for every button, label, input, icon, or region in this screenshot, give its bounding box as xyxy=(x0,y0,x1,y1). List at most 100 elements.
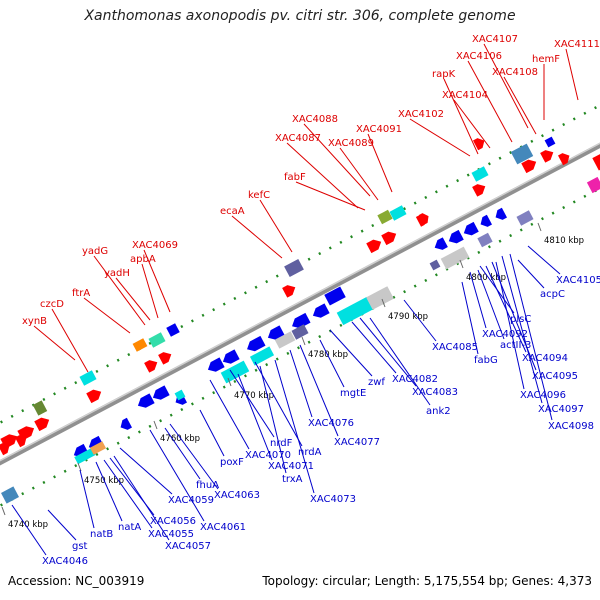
gene-label: ecaA xyxy=(220,206,245,217)
gene-label: plsC xyxy=(510,314,531,325)
gene-label-leader xyxy=(274,359,315,494)
gene-label-leader xyxy=(259,199,293,253)
forward-gene xyxy=(15,435,27,448)
gene-label: trxA xyxy=(282,474,303,485)
gene-label: XAC4046 xyxy=(42,556,88,567)
gene-label: rapK xyxy=(432,69,456,80)
gene-label-leader xyxy=(409,118,471,157)
forward-gene xyxy=(592,153,600,171)
gene-label: poxF xyxy=(220,457,244,468)
reverse-gene xyxy=(463,221,479,236)
gene-label: XAC4089 xyxy=(328,138,374,149)
forward-gene xyxy=(34,417,50,432)
gene-label: XAC4098 xyxy=(548,421,594,432)
gene-label: nrdF xyxy=(270,438,293,449)
reverse-gene xyxy=(247,335,266,352)
green-gene xyxy=(148,332,166,348)
gene-label-leader xyxy=(453,99,491,149)
gene-label-leader xyxy=(103,459,153,529)
gene-label: yadG xyxy=(82,246,108,257)
gene-label-leader xyxy=(359,317,417,387)
gene-label: fhuA xyxy=(196,480,219,491)
gene-label: XAC4111 xyxy=(554,39,600,50)
gene-label: apbA xyxy=(130,254,156,265)
accession: Accession: NC_003919 xyxy=(8,574,145,588)
gene-label: xynB xyxy=(22,316,47,327)
gene-label: natA xyxy=(118,522,141,533)
forward-gene xyxy=(0,443,10,456)
forward-gene xyxy=(418,213,429,225)
forward-gene xyxy=(558,153,570,166)
gene-label: gst xyxy=(72,541,88,552)
gene-label-leader xyxy=(289,349,313,418)
gene-label: XAC4094 xyxy=(522,353,568,364)
kbp-tick xyxy=(537,222,542,232)
gene-label: XAC4059 xyxy=(168,495,214,506)
gene-label: XAC4095 xyxy=(532,371,578,382)
slate-gene xyxy=(429,259,441,271)
olive-gene xyxy=(377,209,393,225)
gene-label-leader xyxy=(231,215,283,259)
gene-label-leader xyxy=(79,469,95,529)
forward-gene xyxy=(521,159,537,174)
gene-label-leader xyxy=(491,261,537,371)
gene-label: XAC4096 xyxy=(520,390,566,401)
gene-label-leader xyxy=(443,78,479,155)
gene-label: XAC4104 xyxy=(442,90,488,101)
cyan-gene xyxy=(79,370,97,386)
gene-label-leader xyxy=(319,339,345,388)
gene-label-leader xyxy=(329,329,373,377)
reverse-gene xyxy=(267,325,285,340)
kbp-tick xyxy=(301,336,306,346)
gene-label-leader xyxy=(461,281,479,355)
gene-label-leader xyxy=(199,409,225,457)
gene-label-leader xyxy=(149,429,205,522)
reverse-gene xyxy=(495,207,507,220)
steel-gene xyxy=(1,486,19,504)
gene-label: XAC4055 xyxy=(148,529,194,540)
topology: Topology: circular; Length: 5,175,554 bp… xyxy=(262,574,592,588)
gene-label-leader xyxy=(369,317,431,406)
kbp-tick xyxy=(381,298,386,308)
reverse-gene xyxy=(152,385,170,400)
gene-label-leader xyxy=(237,373,273,461)
gene-label-leader xyxy=(517,259,545,289)
gene-label-leader xyxy=(33,325,76,361)
kbp-tick xyxy=(153,420,158,430)
gene-label: XAC4057 xyxy=(165,541,211,552)
gene-label-leader xyxy=(503,76,537,135)
gene-label-leader xyxy=(469,271,487,329)
gene-label-leader xyxy=(259,365,287,474)
reverse-gene xyxy=(207,357,225,372)
gene-label-leader xyxy=(169,423,219,490)
gene-label-leader xyxy=(164,427,201,480)
genome-axis xyxy=(0,142,600,466)
gene-label-leader xyxy=(47,509,77,541)
gene-label-leader xyxy=(495,261,525,390)
gene-label-leader xyxy=(141,263,159,319)
gene-label: XAC4056 xyxy=(150,516,196,527)
forward-gene xyxy=(158,352,172,365)
kbp-tick xyxy=(459,259,464,269)
kbp-tick-label: 4810 kbp xyxy=(544,236,584,246)
cyan-gene xyxy=(174,389,186,401)
kbp-tick xyxy=(227,377,232,387)
reverse-gene xyxy=(448,229,464,244)
gene-label-leader xyxy=(403,299,437,342)
kbp-tick xyxy=(1,506,6,516)
gene-label: XAC4102 xyxy=(398,109,444,120)
gene-label: XAC4069 xyxy=(132,240,178,251)
cyan-gene xyxy=(389,205,407,221)
gene-label: XAC4070 xyxy=(245,450,291,461)
forward-gene xyxy=(472,184,486,197)
gene-label: XAC4088 xyxy=(292,114,338,125)
cyan-gene xyxy=(471,166,489,182)
gene-label: kefC xyxy=(248,190,270,201)
gene-label: acpC xyxy=(540,289,565,300)
gene-label-leader xyxy=(115,277,151,321)
gene-label: ftrA xyxy=(72,288,90,299)
gene-label: XAC4105 xyxy=(556,275,600,286)
gene-label: XAC4076 xyxy=(308,418,354,429)
gene-label-leader xyxy=(11,504,47,556)
